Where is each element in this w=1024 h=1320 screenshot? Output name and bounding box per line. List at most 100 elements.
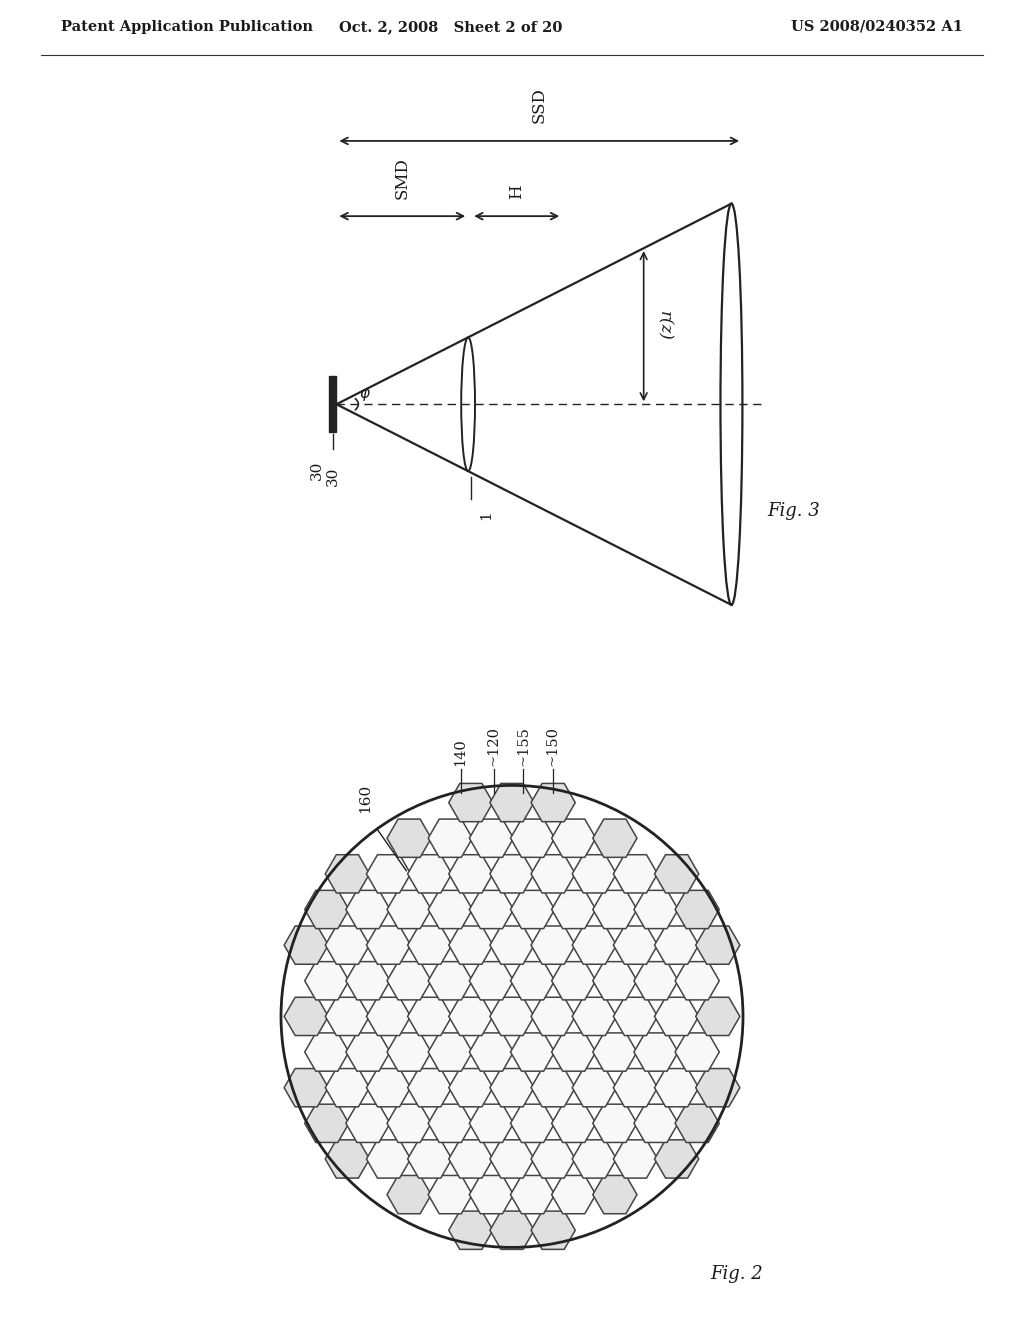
Polygon shape (449, 855, 493, 892)
Polygon shape (449, 927, 493, 964)
Polygon shape (489, 998, 535, 1035)
Polygon shape (593, 1105, 637, 1142)
Polygon shape (613, 998, 657, 1035)
Polygon shape (552, 962, 596, 999)
Polygon shape (408, 998, 452, 1035)
Polygon shape (654, 927, 698, 964)
Polygon shape (449, 1069, 493, 1106)
Polygon shape (284, 998, 329, 1035)
Polygon shape (367, 855, 411, 892)
Polygon shape (428, 1176, 472, 1213)
Polygon shape (634, 962, 678, 999)
Polygon shape (572, 1140, 616, 1177)
Text: ~155: ~155 (516, 726, 530, 766)
Polygon shape (572, 998, 616, 1035)
Polygon shape (675, 962, 719, 999)
Polygon shape (613, 1069, 657, 1106)
Polygon shape (613, 927, 657, 964)
Polygon shape (305, 1105, 349, 1142)
Polygon shape (408, 855, 452, 892)
Polygon shape (305, 1034, 349, 1071)
Polygon shape (387, 962, 431, 999)
Polygon shape (326, 1069, 370, 1106)
Polygon shape (531, 927, 575, 964)
Polygon shape (469, 891, 513, 928)
Polygon shape (428, 1105, 472, 1142)
Polygon shape (367, 927, 411, 964)
Polygon shape (593, 1034, 637, 1071)
Polygon shape (531, 1069, 575, 1106)
Polygon shape (326, 998, 370, 1035)
Polygon shape (428, 1034, 472, 1071)
Polygon shape (367, 1140, 411, 1177)
Polygon shape (408, 1069, 452, 1106)
Text: 140: 140 (454, 738, 468, 766)
Polygon shape (367, 1069, 411, 1106)
Polygon shape (695, 927, 740, 964)
Text: H: H (508, 183, 525, 198)
Polygon shape (552, 820, 596, 857)
Polygon shape (428, 962, 472, 999)
Polygon shape (654, 1069, 698, 1106)
Polygon shape (511, 891, 555, 928)
Polygon shape (489, 784, 535, 821)
Polygon shape (489, 927, 535, 964)
Polygon shape (593, 820, 637, 857)
Polygon shape (408, 1140, 452, 1177)
Polygon shape (387, 820, 431, 857)
Polygon shape (469, 962, 513, 999)
Polygon shape (572, 927, 616, 964)
Polygon shape (675, 891, 719, 928)
Polygon shape (531, 784, 575, 821)
Text: Oct. 2, 2008   Sheet 2 of 20: Oct. 2, 2008 Sheet 2 of 20 (339, 20, 562, 34)
Polygon shape (572, 855, 616, 892)
Polygon shape (593, 891, 637, 928)
Polygon shape (346, 1105, 390, 1142)
Polygon shape (654, 998, 698, 1035)
Polygon shape (552, 1034, 596, 1071)
Polygon shape (449, 784, 493, 821)
Polygon shape (489, 1212, 535, 1249)
Polygon shape (531, 855, 575, 892)
Polygon shape (489, 855, 535, 892)
Polygon shape (387, 1105, 431, 1142)
Polygon shape (511, 1105, 555, 1142)
Polygon shape (284, 1069, 329, 1106)
Polygon shape (593, 962, 637, 999)
Polygon shape (326, 927, 370, 964)
Polygon shape (613, 1140, 657, 1177)
Polygon shape (675, 1105, 719, 1142)
Polygon shape (695, 998, 740, 1035)
Text: ~120: ~120 (486, 726, 501, 766)
Polygon shape (346, 1034, 390, 1071)
Polygon shape (449, 1212, 493, 1249)
Text: r(z): r(z) (655, 312, 672, 341)
Text: ~150: ~150 (546, 726, 560, 766)
Polygon shape (511, 962, 555, 999)
Polygon shape (305, 962, 349, 999)
Polygon shape (695, 1069, 740, 1106)
Polygon shape (346, 891, 390, 928)
Text: Fig. 2: Fig. 2 (710, 1265, 763, 1283)
Polygon shape (552, 1105, 596, 1142)
Polygon shape (511, 820, 555, 857)
Polygon shape (654, 855, 698, 892)
Polygon shape (531, 1140, 575, 1177)
Polygon shape (326, 1140, 370, 1177)
Polygon shape (613, 855, 657, 892)
Text: 160: 160 (358, 784, 373, 813)
Polygon shape (305, 891, 349, 928)
Polygon shape (408, 927, 452, 964)
Text: Patent Application Publication: Patent Application Publication (61, 20, 313, 34)
Text: Fig. 3: Fig. 3 (768, 502, 820, 520)
Polygon shape (284, 927, 329, 964)
Polygon shape (428, 891, 472, 928)
Polygon shape (531, 1212, 575, 1249)
Polygon shape (469, 1105, 513, 1142)
Polygon shape (428, 820, 472, 857)
Bar (329, 376, 337, 433)
Polygon shape (511, 1034, 555, 1071)
Polygon shape (346, 962, 390, 999)
Polygon shape (387, 891, 431, 928)
Polygon shape (654, 1140, 698, 1177)
